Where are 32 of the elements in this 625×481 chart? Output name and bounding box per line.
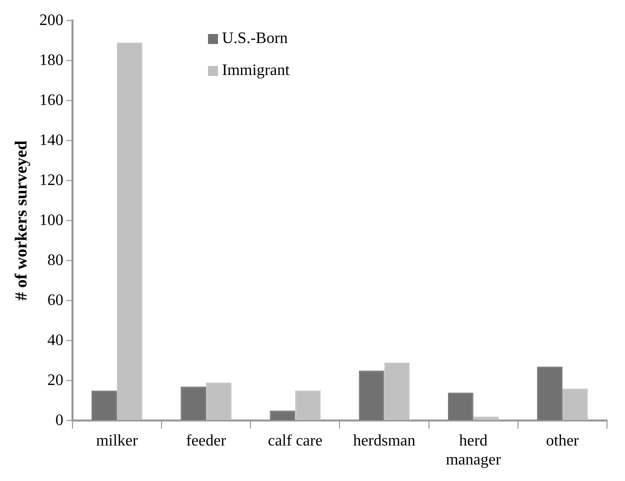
bar	[295, 390, 321, 420]
y-tick-label: 100	[39, 212, 64, 229]
y-tick-label: 180	[39, 52, 64, 69]
y-tick-label: 120	[39, 172, 64, 189]
x-tick-label: feeder	[186, 432, 227, 450]
bar	[116, 42, 142, 420]
bar	[358, 370, 384, 420]
y-tick-label: 60	[47, 292, 64, 309]
x-tick-label: calf care	[268, 432, 322, 450]
y-tick-label: 40	[47, 332, 64, 349]
bar	[92, 390, 117, 420]
x-tick-label: milker	[96, 432, 139, 450]
y-tick-label: 200	[39, 12, 64, 29]
bar	[562, 388, 588, 420]
bar	[180, 386, 206, 420]
bar	[473, 416, 499, 420]
y-tick-label: 160	[39, 92, 64, 109]
bar	[270, 410, 296, 420]
bar	[206, 382, 232, 420]
bar	[384, 362, 410, 420]
y-tick-label: 80	[47, 252, 64, 269]
y-tick-label: 0	[55, 412, 64, 429]
legend-label: Immigrant	[222, 62, 290, 80]
x-tick-label: herd manager	[446, 432, 502, 469]
y-axis-title: # of workers surveyed	[12, 140, 31, 301]
legend-label: U.S.-Born	[222, 30, 288, 48]
bar	[448, 392, 474, 420]
y-tick-label: 140	[39, 132, 64, 149]
x-tick-label: herdsman	[353, 432, 416, 450]
x-tick-label: other	[546, 432, 580, 450]
y-tick-label: 20	[47, 372, 64, 389]
bar	[537, 366, 562, 420]
